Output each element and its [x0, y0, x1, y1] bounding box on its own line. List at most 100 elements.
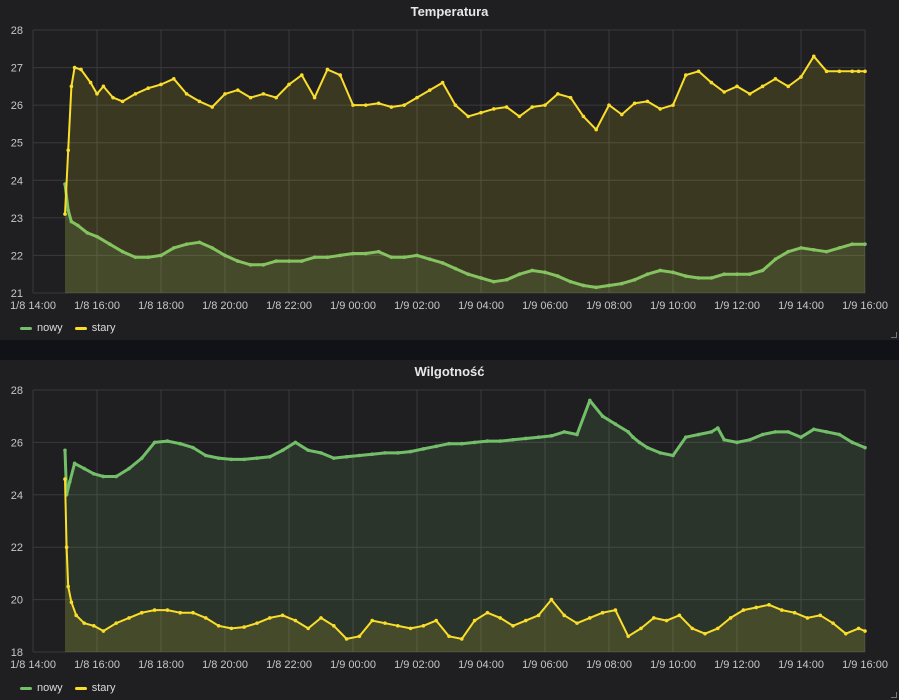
data-point-stary: [671, 103, 675, 107]
data-point-nowy: [600, 414, 605, 418]
legend-item-stary[interactable]: stary: [74, 322, 116, 334]
y-tick-label: 26: [11, 100, 23, 112]
temperature-chart[interactable]: 21 22 23 24 25 26 27 28 1/8 14:00 1/8 16:00 1/8 18…: [0, 0, 899, 315]
data-point-nowy: [658, 451, 662, 455]
data-point-stary: [300, 73, 304, 77]
data-point-stary: [824, 69, 829, 74]
data-point-nowy: [632, 278, 637, 282]
x-tick-label: 1/9 00:00: [330, 659, 376, 671]
y-tick-label: 26: [11, 437, 23, 449]
panel-title[interactable]: Temperatura: [410, 4, 489, 19]
data-point-nowy: [850, 440, 854, 445]
data-point-nowy: [709, 430, 714, 434]
data-point-stary: [88, 80, 93, 85]
data-point-stary: [549, 597, 554, 602]
x-tick-label: 1/8 22:00: [266, 300, 312, 312]
data-point-stary: [312, 95, 317, 100]
data-point-nowy: [524, 436, 528, 441]
data-point-stary: [460, 637, 464, 641]
data-point-stary: [236, 88, 240, 92]
data-point-stary: [255, 621, 259, 625]
data-point-nowy: [229, 457, 234, 462]
data-point-stary: [760, 84, 765, 89]
resize-handle-icon[interactable]: [891, 692, 897, 698]
data-point-stary: [293, 618, 298, 623]
data-point-stary: [568, 95, 573, 100]
panel-title[interactable]: Wilgotność: [414, 364, 485, 379]
data-point-nowy: [191, 445, 195, 450]
data-point-stary: [325, 67, 330, 72]
data-point-stary: [64, 545, 69, 549]
data-point-nowy: [440, 261, 445, 265]
y-tick-label: 25: [11, 138, 23, 150]
data-point-stary: [376, 101, 381, 106]
legend-item-stary[interactable]: stary: [74, 682, 116, 694]
legend-label: nowy: [37, 322, 63, 334]
data-point-stary: [351, 103, 355, 107]
x-tick-label: 1/9 12:00: [714, 659, 760, 671]
data-point-nowy: [101, 474, 106, 479]
data-point-stary: [658, 107, 662, 111]
data-point-stary: [812, 54, 816, 59]
legend-label: nowy: [37, 682, 63, 694]
x-tick-label: 1/9 10:00: [650, 659, 696, 671]
data-point-nowy: [396, 451, 400, 455]
data-point-nowy: [645, 272, 650, 277]
data-point-nowy: [178, 441, 182, 446]
x-tick-label: 1/9 06:00: [522, 300, 568, 312]
data-point-nowy: [72, 461, 77, 466]
y-tick-label: 20: [11, 595, 23, 607]
data-point-nowy: [562, 430, 566, 434]
data-point-nowy: [63, 448, 67, 453]
resize-handle-icon[interactable]: [891, 332, 897, 338]
humidity-chart[interactable]: 18 20 22 24 26 28 1/8 14:00 1/8 16:00 1/8 18:00 1…: [0, 360, 899, 675]
data-point-stary: [274, 95, 279, 100]
legend-item-nowy[interactable]: nowy: [20, 322, 63, 334]
data-point-nowy: [460, 441, 464, 446]
data-point-nowy: [140, 456, 144, 460]
data-point-nowy: [66, 208, 70, 213]
data-point-stary: [575, 621, 579, 625]
data-point-stary: [524, 618, 528, 623]
data-point-stary: [306, 626, 311, 631]
y-tick-label: 28: [11, 385, 23, 397]
data-point-nowy: [812, 247, 816, 252]
legend-label: stary: [91, 682, 116, 694]
data-point-nowy: [620, 281, 624, 286]
data-point-stary: [728, 616, 733, 620]
legend-item-nowy[interactable]: nowy: [20, 682, 63, 694]
series-area-stary: [65, 56, 865, 293]
data-point-stary: [101, 629, 106, 633]
data-point-stary: [556, 92, 560, 96]
data-point-stary: [594, 127, 598, 132]
series-area-stary: [65, 479, 865, 652]
data-point-stary: [684, 73, 688, 77]
data-point-stary: [773, 77, 778, 81]
x-tick-label: 1/9 08:00: [586, 300, 632, 312]
data-point-nowy: [549, 434, 554, 438]
data-point-stary: [133, 92, 138, 96]
data-point-stary: [389, 105, 394, 109]
data-point-nowy: [631, 435, 635, 439]
data-point-stary: [677, 613, 682, 618]
data-point-nowy: [575, 432, 579, 437]
data-point-nowy: [479, 276, 483, 280]
x-tick-label: 1/9 02:00: [394, 300, 440, 312]
data-point-stary: [127, 616, 131, 620]
data-point-nowy: [684, 435, 688, 439]
data-point-stary: [204, 616, 208, 620]
data-point-stary: [114, 621, 118, 625]
data-point-stary: [607, 103, 611, 107]
x-tick-label: 1/9 00:00: [330, 300, 376, 312]
data-point-nowy: [146, 255, 150, 260]
data-point-stary: [620, 112, 624, 117]
data-point-nowy: [735, 272, 739, 277]
data-point-stary: [479, 110, 483, 115]
x-tick-label: 1/8 18:00: [138, 659, 184, 671]
data-point-nowy: [223, 253, 227, 258]
data-point-nowy: [773, 430, 778, 434]
data-point-stary: [722, 90, 726, 94]
x-tick-label: 1/8 14:00: [10, 659, 56, 671]
data-point-stary: [242, 625, 246, 629]
data-point-stary: [754, 605, 758, 610]
